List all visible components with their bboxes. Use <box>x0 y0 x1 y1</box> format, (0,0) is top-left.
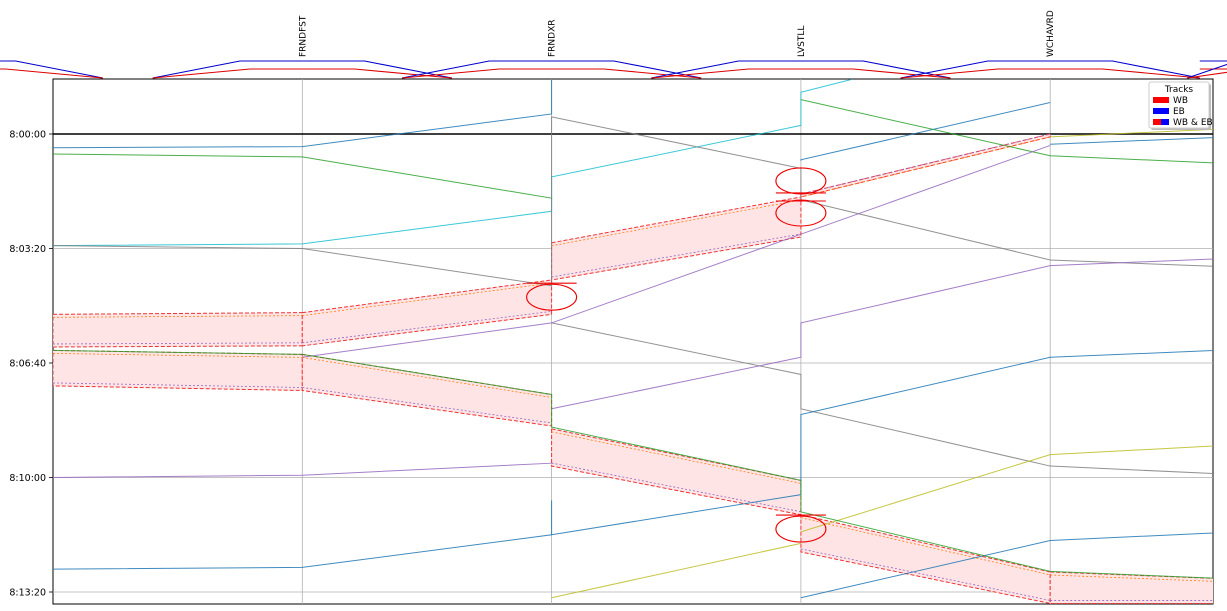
legend-entry-label: WB <box>1173 96 1188 106</box>
train-series <box>53 79 1213 599</box>
station-labels: FRNDFST FRNDXR LVSTLL WCHAVRD <box>298 10 1056 57</box>
track-eb <box>0 60 103 79</box>
band-inner-line <box>800 517 1051 576</box>
occupancy-bands <box>53 133 1213 604</box>
conflict-marker <box>775 199 827 227</box>
station-label: FRNDFST <box>298 15 308 57</box>
track-wb <box>401 68 702 79</box>
train-path <box>551 322 1213 475</box>
legend-box <box>1148 81 1210 129</box>
train-path <box>53 79 553 149</box>
y-tick-label: 8:06:40 <box>9 359 46 370</box>
y-tick-label: 8:00:00 <box>9 130 46 141</box>
y-tick-label: 8:03:20 <box>9 244 46 255</box>
legend-swatch <box>1153 119 1161 125</box>
track-diagram <box>0 60 1227 79</box>
track-eb <box>900 60 1200 79</box>
track-wb <box>1199 68 1227 70</box>
train-path <box>53 116 1213 287</box>
occupancy-band <box>800 133 1051 198</box>
train-path <box>800 99 1213 164</box>
track-wb <box>0 68 103 79</box>
train-path <box>53 462 552 478</box>
occupancy-band <box>551 428 802 516</box>
occupancy-band <box>1049 571 1213 604</box>
track-eb <box>1187 63 1227 79</box>
occupancy-band <box>551 196 802 281</box>
train-path <box>1050 128 1213 138</box>
band-inner-line <box>302 282 552 317</box>
occupancy-band <box>53 312 303 348</box>
occupancy-band <box>301 279 553 347</box>
band-inner-line <box>302 387 552 424</box>
track-eb <box>152 60 452 79</box>
track-wb <box>651 68 951 79</box>
legend-swatch <box>1153 108 1169 114</box>
band-inner-line <box>53 315 303 318</box>
band-inner-line <box>551 431 801 484</box>
band-inner-line <box>1050 574 1213 582</box>
band-inner-line <box>800 136 1051 198</box>
train-path <box>800 445 1213 533</box>
occupancy-band <box>53 349 303 391</box>
station-label: WCHAVRD <box>1046 10 1056 57</box>
train-path <box>551 350 1213 536</box>
train-path <box>302 144 1051 358</box>
track-wb <box>900 68 1200 79</box>
legend-swatch <box>1161 119 1169 125</box>
track-wb <box>152 68 452 79</box>
train-path <box>53 500 553 570</box>
track-eb <box>401 60 702 79</box>
conflict-marker <box>526 283 578 311</box>
conflict-marker <box>775 167 827 195</box>
station-label: LVSTLL <box>797 26 807 57</box>
band-inner-line <box>800 133 1051 195</box>
train-path <box>800 532 1213 599</box>
band-inner-line <box>53 353 303 358</box>
train-path <box>551 542 802 599</box>
band-inner-line <box>53 382 303 388</box>
band-inner-line <box>800 548 1051 601</box>
train-path <box>800 102 1051 161</box>
legend-title: Tracks <box>1164 85 1194 95</box>
conflict-marker <box>775 515 827 543</box>
y-axis-ticks: 8:00:00 8:03:20 8:06:40 8:10:00 8:13:20 <box>9 130 53 599</box>
legend-entry-label: EB <box>1173 107 1185 117</box>
legend-entry-label: WB & EB <box>1173 118 1213 128</box>
band-inner-line <box>302 310 552 344</box>
track-eb <box>1199 60 1227 62</box>
train-path <box>53 349 1213 579</box>
train-path <box>1050 137 1213 145</box>
conflict-markers <box>526 167 827 543</box>
y-tick-label: 8:10:00 <box>9 473 46 484</box>
track-wb <box>1187 71 1227 79</box>
y-tick-label: 8:13:20 <box>9 588 46 599</box>
legend-swatch <box>1153 97 1169 103</box>
station-label: FRNDXR <box>548 19 558 57</box>
occupancy-band <box>800 514 1051 604</box>
track-eb <box>651 60 951 79</box>
occupancy-band <box>301 353 553 427</box>
train-path <box>551 258 1213 410</box>
band-inner-line <box>53 342 303 345</box>
